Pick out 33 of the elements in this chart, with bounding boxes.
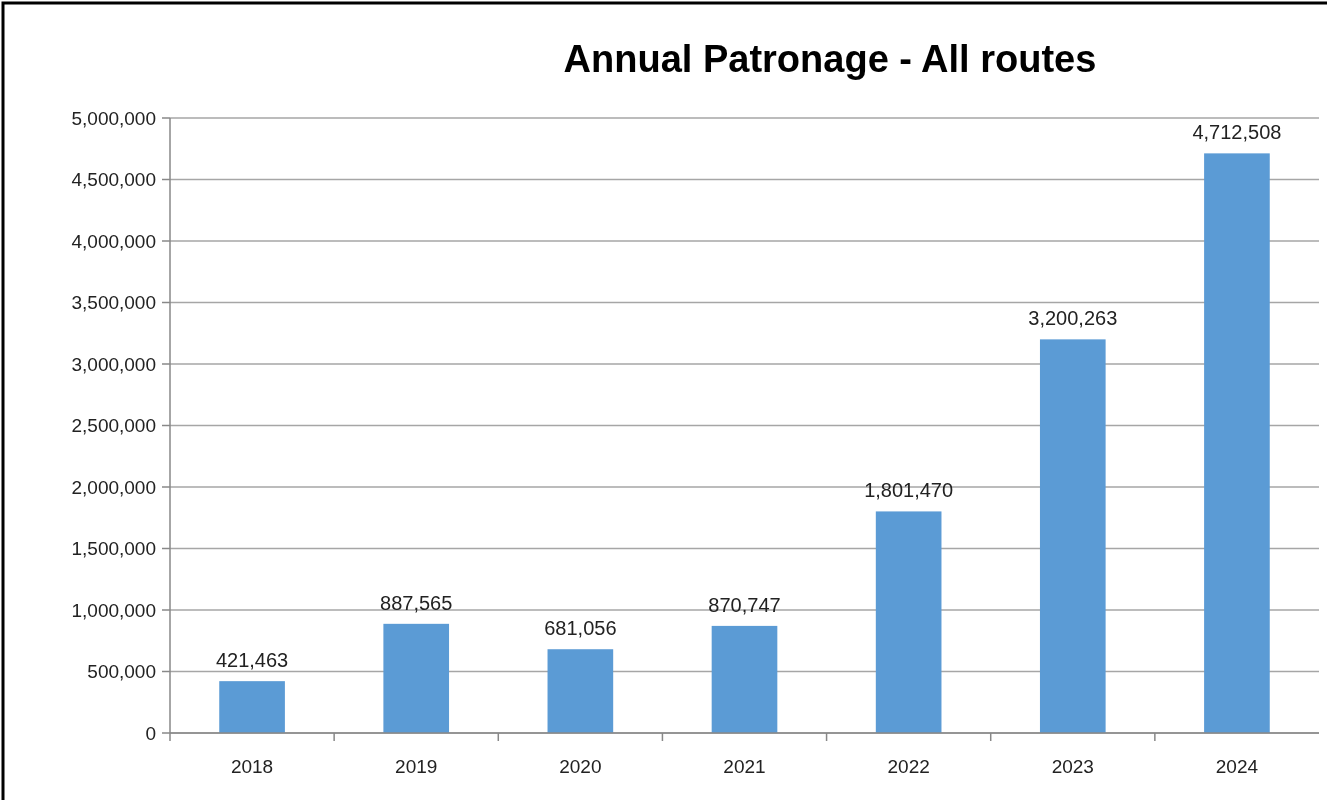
y-tick-label: 2,500,000 <box>71 415 156 437</box>
x-tick-label: 2024 <box>1215 756 1259 777</box>
x-tick-label: 2023 <box>1051 756 1094 777</box>
chart-title: Annual Patronage - All routes <box>563 38 1097 80</box>
y-tick-label: 0 <box>145 722 156 744</box>
bar <box>1204 153 1270 733</box>
bar <box>875 511 942 733</box>
bar <box>383 623 450 733</box>
bar <box>711 625 778 733</box>
x-tick-label: 2018 <box>230 756 274 777</box>
y-tick-label: 1,500,000 <box>71 538 156 560</box>
x-tick-label: 2021 <box>723 756 766 777</box>
bar <box>547 649 614 733</box>
data-label: 421,463 <box>215 649 289 672</box>
y-tick-label: 1,000,000 <box>71 599 156 621</box>
y-tick-label: 2,000,000 <box>71 476 156 498</box>
y-tick-label: 3,500,000 <box>71 292 156 314</box>
y-tick-label: 5,000,000 <box>71 107 156 129</box>
y-tick-label: 4,500,000 <box>71 169 156 191</box>
data-label: 887,565 <box>380 591 453 614</box>
x-tick-label: 2020 <box>559 756 602 777</box>
data-label: 870,747 <box>708 593 781 616</box>
x-tick-label: 2019 <box>395 756 438 777</box>
bar <box>1039 339 1106 733</box>
y-tick-label: 4,000,000 <box>71 230 156 252</box>
y-tick-label: 3,000,000 <box>71 353 156 375</box>
data-label: 4,712,508 <box>1192 121 1282 144</box>
data-label: 1,801,470 <box>864 479 954 502</box>
y-tick-label: 500,000 <box>87 661 156 683</box>
bar <box>219 681 285 733</box>
x-tick-label: 2022 <box>887 756 930 777</box>
data-label: 3,200,263 <box>1028 307 1118 330</box>
data-label: 681,056 <box>544 617 617 640</box>
